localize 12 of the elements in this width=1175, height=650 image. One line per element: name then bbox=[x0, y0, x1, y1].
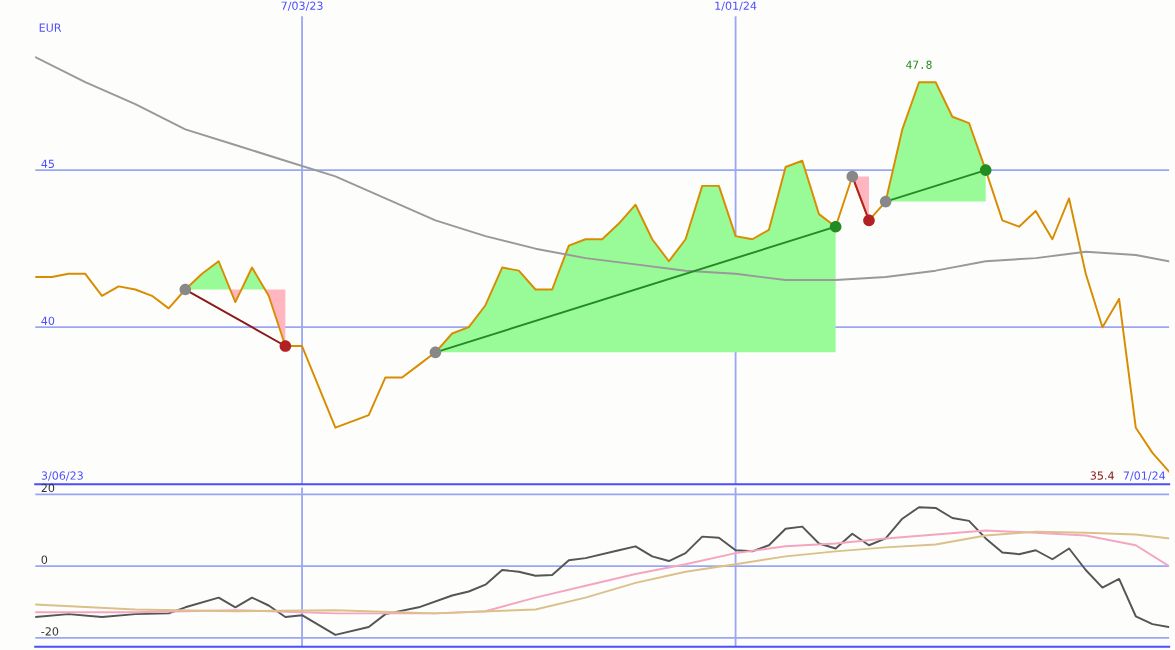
y-tick-label: 45 bbox=[41, 159, 54, 168]
x-tick-label: 7/03/23 bbox=[281, 1, 323, 11]
y-tick-label: 20 bbox=[41, 483, 55, 493]
x-tick-label: 1/01/24 bbox=[715, 1, 757, 11]
annotation: 3/06/23 bbox=[41, 471, 83, 481]
annotation: 47.8 bbox=[906, 60, 932, 69]
y-tick-label: 40 bbox=[41, 316, 55, 326]
y-tick-label: -20 bbox=[41, 627, 59, 636]
annotation: 7/01/24 bbox=[1123, 471, 1166, 481]
y-axis-title: EUR bbox=[39, 23, 62, 32]
y-tick-label: 0 bbox=[41, 555, 48, 564]
annotation: 35.4 bbox=[1090, 471, 1114, 480]
